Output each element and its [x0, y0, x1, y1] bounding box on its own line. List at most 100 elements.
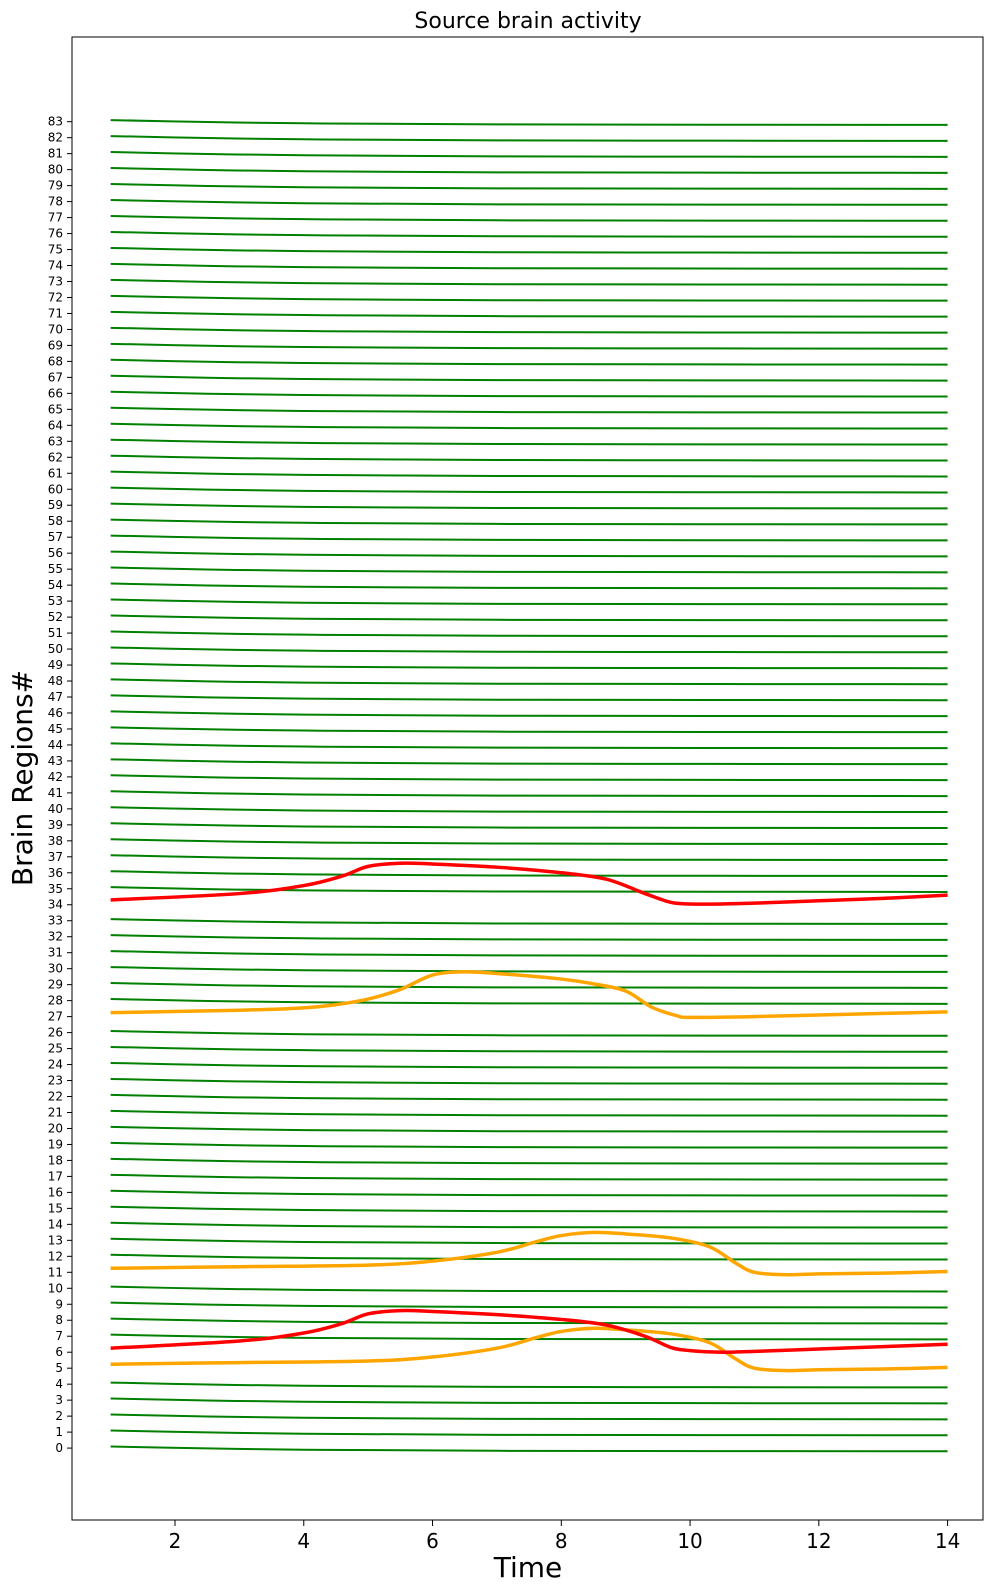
series-line-region-63	[110, 438, 948, 446]
y-tick-label: 79	[48, 179, 63, 193]
series-line-region-44	[110, 742, 948, 750]
y-tick-label: 14	[48, 1217, 63, 1231]
y-tick-label: 5	[55, 1361, 63, 1375]
y-tick-label: 42	[48, 770, 63, 784]
series-line-region-10	[110, 1285, 948, 1293]
series-line-region-41	[110, 790, 948, 798]
plot-lines	[110, 119, 948, 1453]
x-tick-label: 6	[426, 1529, 439, 1553]
series-line-region-20	[110, 1125, 948, 1133]
series-line-region-25	[110, 1045, 948, 1053]
y-tick-label: 83	[48, 115, 63, 129]
series-line-region-17	[110, 1173, 948, 1181]
series-line-region-1	[110, 1429, 948, 1437]
y-tick-label: 65	[48, 402, 63, 416]
y-tick-label: 8	[55, 1313, 63, 1327]
series-line-region-80	[110, 167, 948, 174]
y-tick-label: 78	[48, 195, 63, 209]
series-line-region-79	[110, 183, 948, 190]
y-tick-label: 2	[55, 1409, 63, 1423]
propagation-line-region-27	[110, 970, 948, 1020]
series-line-region-37	[110, 854, 948, 861]
y-tick-label: 44	[48, 738, 63, 752]
series-line-region-30	[110, 966, 948, 973]
series-line-region-12	[110, 1253, 948, 1261]
y-tick-label: 77	[48, 211, 63, 225]
y-tick-label: 49	[48, 658, 63, 672]
y-tick-label: 27	[48, 1010, 63, 1024]
series-line-region-29	[110, 982, 948, 989]
y-tick-label: 54	[48, 578, 63, 592]
series-line-region-13	[110, 1237, 948, 1245]
y-tick-label: 63	[48, 434, 63, 448]
series-line-region-65	[110, 406, 948, 414]
series-line-region-73	[110, 278, 948, 286]
y-tick-label: 21	[48, 1105, 63, 1119]
series-line-region-26	[110, 1029, 948, 1037]
series-line-region-78	[110, 199, 948, 206]
series-line-region-47	[110, 694, 948, 702]
y-tick-label: 17	[48, 1169, 63, 1183]
y-tick-label: 62	[48, 450, 63, 464]
seizure-line-region-6	[110, 1308, 948, 1354]
y-tick-label: 1	[55, 1425, 63, 1439]
y-tick-label: 25	[48, 1042, 63, 1056]
y-tick-label: 66	[48, 386, 63, 400]
y-tick-label: 35	[48, 882, 63, 896]
y-tick-label: 70	[48, 322, 63, 336]
y-tick-label: 18	[48, 1153, 63, 1167]
y-tick-label: 20	[48, 1121, 63, 1135]
y-tick-label: 38	[48, 834, 63, 848]
y-tick-label: 43	[48, 754, 63, 768]
series-line-region-83	[110, 119, 948, 126]
y-tick-label: 32	[48, 930, 63, 944]
y-tick-label: 15	[48, 1201, 63, 1215]
propagation-line-region-11	[110, 1230, 948, 1277]
series-line-region-76	[110, 230, 948, 238]
series-line-region-39	[110, 822, 948, 830]
series-line-region-21	[110, 1109, 948, 1117]
y-tick-label: 16	[48, 1185, 63, 1199]
y-tick-label: 64	[48, 418, 63, 432]
y-axis: 0123456789101112131415161718192021222324…	[48, 115, 72, 1455]
series-line-region-36	[110, 870, 948, 877]
series-line-region-52	[110, 614, 948, 622]
y-tick-label: 24	[48, 1058, 63, 1072]
series-line-region-45	[110, 726, 948, 734]
y-tick-label: 53	[48, 594, 63, 608]
series-line-region-50	[110, 646, 948, 654]
seizure-line-region-34	[110, 861, 948, 906]
chart-title: Source brain activity	[414, 9, 641, 34]
y-tick-label: 60	[48, 482, 63, 496]
y-tick-label: 58	[48, 514, 63, 528]
x-tick-label: 2	[169, 1529, 182, 1553]
series-line-region-16	[110, 1189, 948, 1197]
series-line-region-59	[110, 502, 948, 510]
y-tick-label: 76	[48, 227, 63, 241]
series-line-region-4	[110, 1381, 948, 1389]
y-tick-label: 47	[48, 690, 63, 704]
series-line-region-61	[110, 470, 948, 478]
y-tick-label: 11	[48, 1265, 63, 1279]
y-axis-label: Brain Regions#	[6, 670, 39, 886]
y-tick-label: 69	[48, 338, 63, 352]
y-tick-label: 26	[48, 1026, 63, 1040]
y-tick-label: 28	[48, 994, 63, 1008]
series-line-region-7	[110, 1333, 948, 1341]
series-line-region-14	[110, 1221, 948, 1229]
y-tick-label: 67	[48, 370, 63, 384]
series-line-region-18	[110, 1157, 948, 1165]
y-tick-label: 30	[48, 962, 63, 976]
y-tick-label: 48	[48, 674, 63, 688]
y-tick-label: 22	[48, 1090, 63, 1104]
series-line-region-75	[110, 246, 948, 254]
y-tick-label: 50	[48, 642, 63, 656]
y-tick-label: 13	[48, 1233, 63, 1247]
y-tick-label: 59	[48, 498, 63, 512]
y-tick-label: 12	[48, 1249, 63, 1263]
x-tick-label: 4	[297, 1529, 310, 1553]
series-line-region-32	[110, 934, 948, 941]
series-line-region-2	[110, 1413, 948, 1421]
y-tick-label: 82	[48, 131, 63, 145]
series-line-region-60	[110, 486, 948, 494]
